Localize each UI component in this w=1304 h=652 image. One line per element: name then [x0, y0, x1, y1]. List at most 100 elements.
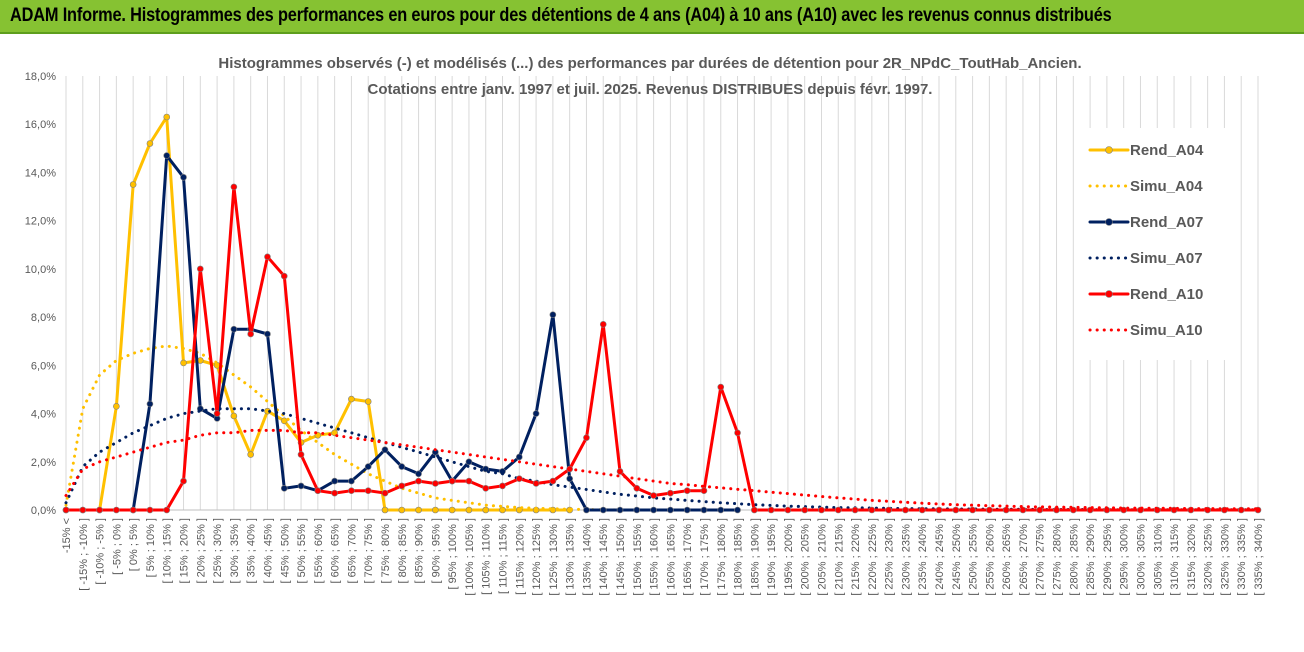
x-tick-label: [ 140% ; 145% ] — [598, 518, 610, 596]
data-point — [398, 482, 406, 490]
x-tick-label: [ 45% ; 50% ] — [279, 518, 291, 583]
data-point — [902, 506, 909, 514]
x-tick-label: [ 135% ; 140% ] — [581, 518, 593, 596]
data-point — [280, 484, 288, 492]
data-point — [499, 506, 506, 514]
data-point — [616, 506, 624, 514]
data-point — [599, 321, 607, 328]
data-point — [986, 506, 993, 514]
data-point — [146, 506, 154, 514]
x-tick-label: [ 115% ; 120% ] — [514, 518, 526, 595]
x-tick-label: [ 270% ; 275% ] — [1035, 518, 1047, 596]
x-tick-label: [ 275% ; 280% ] — [1052, 518, 1064, 596]
data-point — [448, 506, 456, 514]
x-tick-label: [ 325% ; 330% ] — [1219, 518, 1231, 596]
data-point — [415, 477, 422, 485]
x-tick-label: [ 25% ; 30% ] — [212, 518, 224, 583]
data-point — [297, 482, 305, 490]
data-point — [499, 482, 506, 490]
data-point — [834, 506, 842, 514]
x-tick-label: [ 205% ; 210% ] — [816, 518, 828, 596]
data-point — [280, 417, 288, 425]
x-tick-label: [ 10% ; 15% ] — [162, 518, 174, 583]
x-tick-label: [ 155% ; 160% ] — [649, 518, 661, 596]
x-tick-label: [ 305% ; 310% ] — [1152, 518, 1164, 596]
data-point — [751, 506, 758, 514]
data-point — [331, 477, 338, 485]
x-tick-label: -15% < — [61, 518, 73, 553]
data-point — [163, 506, 171, 514]
data-point — [180, 173, 187, 181]
x-tick-label: [ -5% ; 0% ] — [111, 518, 123, 575]
header-title: ADAM Informe. Histogrammes des performan… — [10, 5, 1112, 26]
data-point — [465, 506, 473, 514]
x-tick-label: [ 335% ; 340% ] — [1253, 518, 1265, 596]
data-point — [79, 506, 87, 514]
data-point — [381, 446, 389, 454]
x-tick-label: [ 185% ; 190% ] — [749, 518, 761, 596]
x-tick-label: [ 280% ; 285% ] — [1068, 518, 1080, 596]
legend-marker — [1105, 290, 1113, 298]
y-tick-label: 10,0% — [25, 264, 56, 276]
data-point — [264, 253, 271, 261]
data-point — [515, 475, 523, 482]
data-point — [1002, 506, 1010, 514]
data-point — [734, 506, 741, 514]
x-tick-label: [ 210% ; 215% ] — [833, 518, 845, 596]
data-point — [230, 412, 238, 420]
x-axis: -15% < [ -15% ; -10% ] [ -10% ; -5% ] [ -5%… — [61, 518, 1265, 596]
data-point — [633, 506, 641, 514]
x-tick-label: [ 30% ; 35% ] — [229, 518, 241, 583]
y-tick-label: 18,0% — [25, 71, 56, 83]
data-point — [398, 463, 406, 470]
data-point — [515, 453, 523, 461]
legend-label: Rend_A07 — [1130, 214, 1203, 231]
data-point — [415, 470, 422, 478]
data-point — [885, 506, 892, 514]
data-point — [851, 506, 859, 514]
legend-label: Simu_A04 — [1130, 178, 1203, 195]
data-point — [767, 506, 775, 514]
data-point — [784, 506, 792, 514]
series-line — [64, 428, 1260, 511]
x-tick-label: [ 85% ; 90% ] — [414, 518, 426, 583]
x-tick-label: [ 120% ; 125% ] — [531, 518, 543, 596]
line-chart: Histogrammes observés (-) et modélisés (… — [0, 36, 1304, 652]
x-tick-label: [ 245% ; 250% ] — [951, 518, 963, 596]
x-tick-label: [ 35% ; 40% ] — [246, 518, 258, 583]
data-point — [146, 140, 154, 147]
x-tick-label: [ 310% ; 315% ] — [1169, 518, 1181, 596]
data-point — [532, 410, 540, 417]
data-point — [432, 480, 439, 487]
data-point — [163, 113, 171, 121]
x-tick-label: [ 295% ; 300% ] — [1119, 518, 1131, 596]
x-tick-label: [ 235% ; 240% ] — [917, 518, 929, 596]
y-tick-label: 0,0% — [31, 505, 56, 517]
data-point — [364, 398, 372, 405]
data-point — [482, 484, 490, 492]
data-point — [348, 487, 355, 495]
x-tick-label: [ 160% ; 165% ] — [665, 518, 677, 596]
data-point — [364, 487, 372, 495]
data-point — [348, 395, 355, 403]
y-tick-label: 4,0% — [31, 409, 56, 421]
x-tick-label: [ 20% ; 25% ] — [195, 518, 207, 583]
x-tick-label: [ 70% ; 75% ] — [363, 518, 375, 583]
chart-subtitle: Cotations entre janv. 1997 et juil. 2025… — [368, 81, 933, 98]
x-tick-label: [ 100% ; 105% ] — [464, 518, 476, 596]
data-point — [364, 463, 372, 470]
data-point — [348, 477, 355, 485]
data-point — [801, 506, 809, 514]
x-tick-label: [ 150% ; 155% ] — [632, 518, 644, 596]
x-tick-label: [ 290% ; 295% ] — [1102, 518, 1114, 596]
x-tick-label: [ 255% ; 260% ] — [984, 518, 996, 596]
y-tick-label: 14,0% — [25, 167, 56, 179]
x-tick-label: [ 200% ; 205% ] — [800, 518, 812, 596]
x-tick-label: [ 90% ; 95% ] — [430, 518, 442, 583]
legend-marker — [1105, 218, 1113, 226]
x-tick-label: [ 130% ; 135% ] — [565, 518, 577, 596]
data-point — [247, 330, 254, 338]
x-tick-label: [ 330% ; 335% ] — [1236, 518, 1248, 596]
y-tick-label: 12,0% — [25, 216, 56, 228]
x-tick-label: [ 105% ; 110% ] — [481, 518, 493, 595]
